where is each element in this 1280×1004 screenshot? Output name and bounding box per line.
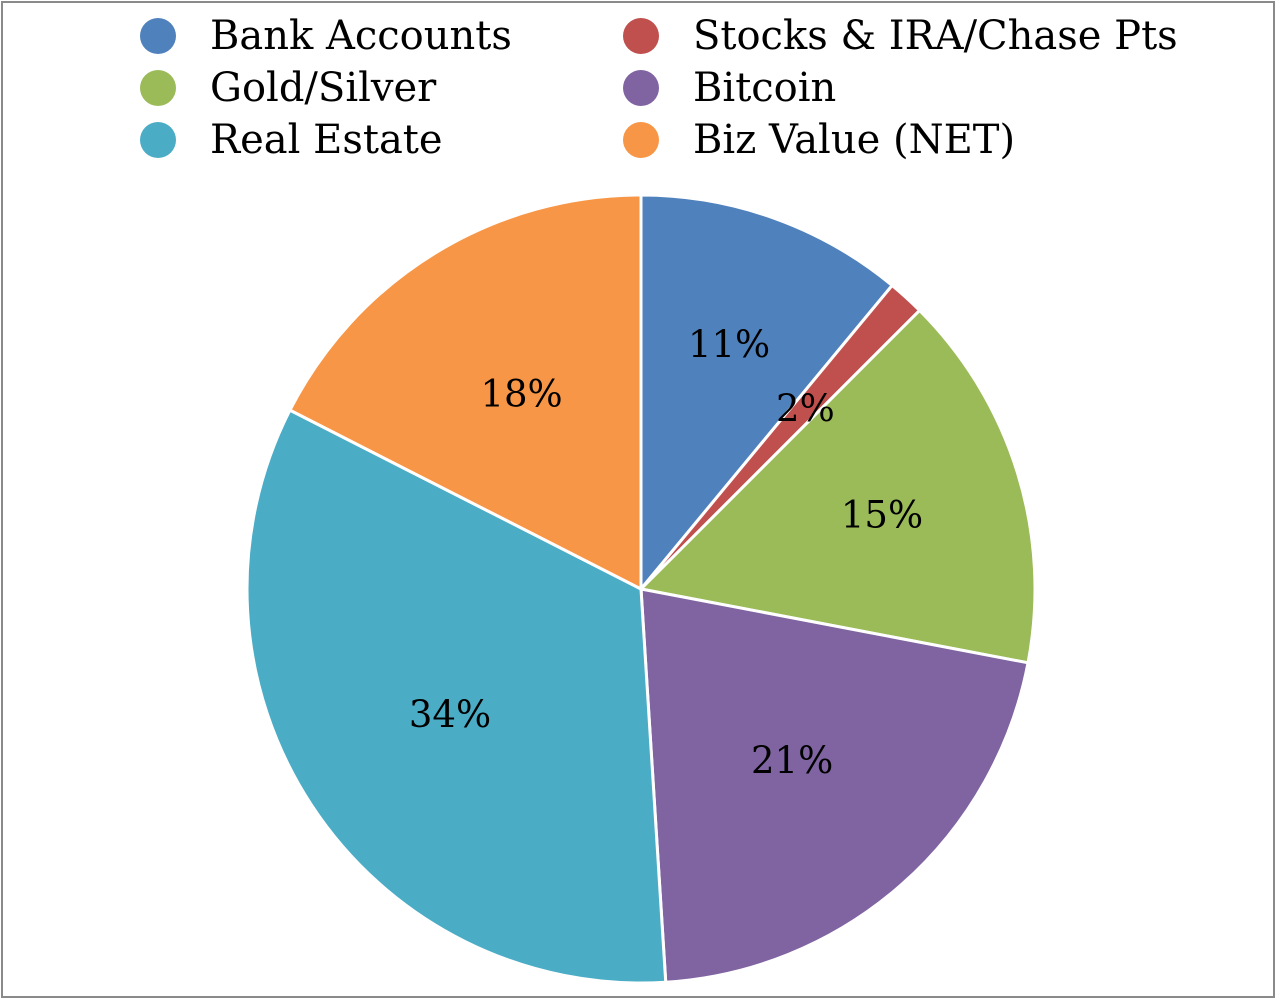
legend-label: Real Estate: [210, 117, 443, 163]
slice-data-label: 15%: [841, 493, 923, 536]
legend-marker: [623, 70, 659, 106]
legend-marker: [623, 122, 659, 158]
legend-label: Biz Value (NET): [693, 117, 1016, 163]
pie-slice: [639, 193, 894, 591]
legend-label: Bank Accounts: [210, 13, 512, 59]
pie-slice: [639, 308, 1037, 665]
legend-marker: [140, 122, 176, 158]
pie-slice: [288, 193, 643, 591]
slice-data-label: 34%: [409, 693, 491, 736]
legend: Bank Accounts Stocks & IRA/Chase Pts Gol…: [0, 0, 1280, 180]
slice-data-label: 21%: [751, 739, 833, 782]
pie-slice: [245, 408, 668, 985]
legend-label: Stocks & IRA/Chase Pts: [693, 13, 1178, 59]
slice-data-label: 2%: [776, 387, 835, 430]
slice-data-label: 18%: [480, 373, 562, 416]
legend-label: Gold/Silver: [210, 65, 437, 111]
legend-marker: [140, 70, 176, 106]
legend-marker: [140, 18, 176, 54]
slice-data-label: 11%: [688, 323, 770, 366]
legend-marker: [623, 18, 659, 54]
legend-label: Bitcoin: [693, 65, 837, 111]
pie-slice: [639, 587, 1030, 984]
